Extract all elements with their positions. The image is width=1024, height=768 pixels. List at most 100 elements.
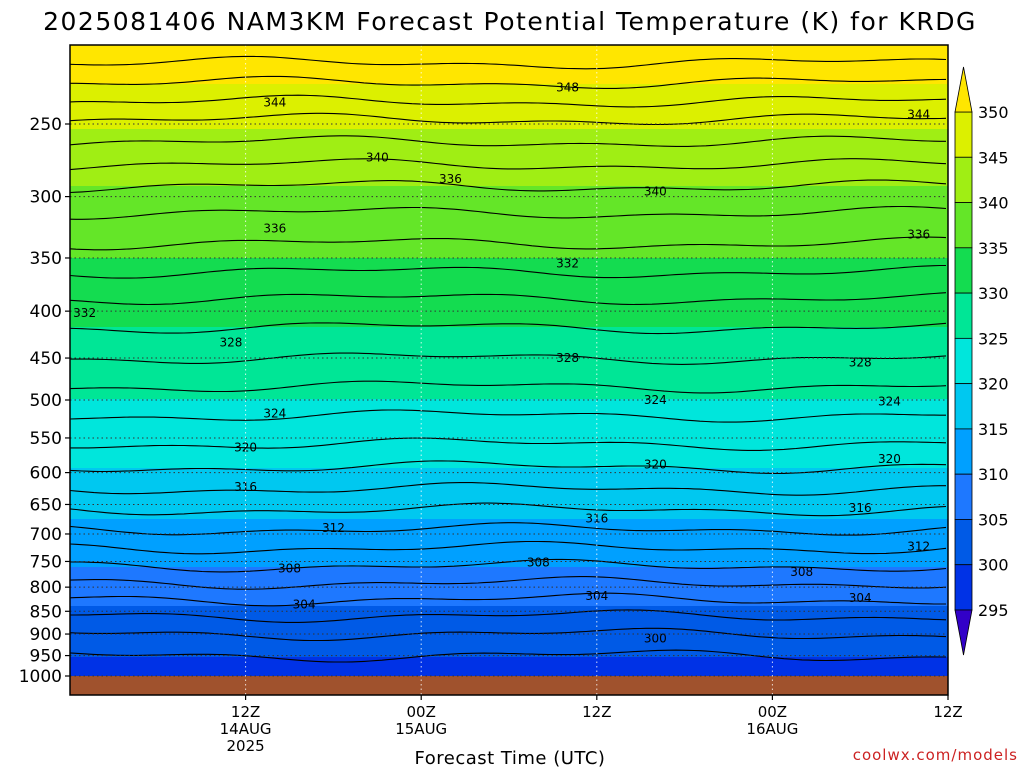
contour-line xyxy=(70,94,947,108)
contour-label: 312 xyxy=(907,539,930,553)
x-tick-label: 14AUG xyxy=(220,720,272,738)
x-tick-label: 12Z xyxy=(231,703,260,721)
contour-line xyxy=(70,205,947,220)
contour-line xyxy=(70,437,947,451)
y-axis: 250 300 350 400 450 500 550 600 650 700 750 800 850 9… xyxy=(19,115,70,687)
colorbar-segment xyxy=(954,428,973,475)
contour-line xyxy=(70,158,947,171)
contour-label: 324 xyxy=(263,406,286,420)
colorbar: 350 345 340 335 330 325 320 315 310 305 300 295 xyxy=(954,66,1009,656)
y-tick-label: 350 xyxy=(30,249,62,269)
y-tick-label: 750 xyxy=(30,552,62,572)
y-tick-label: 600 xyxy=(30,464,62,484)
colorbar-segment xyxy=(954,383,973,430)
colorbar-label: 320 xyxy=(978,375,1009,394)
colorbar-segment xyxy=(954,473,973,520)
contour-line xyxy=(70,179,947,194)
contour-line xyxy=(70,135,946,147)
contour-line xyxy=(70,55,947,70)
y-tick-label: 800 xyxy=(30,578,62,598)
y-tick-label: 1000 xyxy=(19,667,62,687)
contour-line xyxy=(70,264,946,279)
colorbar-label: 315 xyxy=(978,420,1009,439)
colorbar-segment xyxy=(954,247,973,294)
y-tick-label: 550 xyxy=(30,429,62,449)
contour-label: 340 xyxy=(366,151,389,165)
contour-line xyxy=(70,322,947,335)
contour-label: 344 xyxy=(263,96,286,110)
ground-strip xyxy=(70,676,948,695)
colorbar-extend-top xyxy=(954,66,973,113)
contour-label: 336 xyxy=(907,228,930,242)
contour-label: 332 xyxy=(556,257,579,271)
contour-label: 304 xyxy=(849,591,872,605)
y-tick-label: 450 xyxy=(30,349,62,369)
contour-label: 320 xyxy=(878,452,901,466)
contour-label: 336 xyxy=(263,221,286,235)
contour-line xyxy=(70,592,946,607)
contour-line xyxy=(70,576,947,590)
contour-label: 320 xyxy=(234,440,257,454)
contour-line xyxy=(70,75,947,89)
y-tick-label: 500 xyxy=(30,391,62,411)
colorbar-segment xyxy=(954,292,973,339)
x-tick-label: 12Z xyxy=(933,703,962,721)
contour-labels: 348 344 344 340 340 336 336 336 332 332 328 328 328 3… xyxy=(73,80,930,645)
colorbar-extend-bottom xyxy=(954,609,973,656)
chart-title: 2025081406 NAM3KM Forecast Potential Tem… xyxy=(43,7,977,36)
x-tick-label: 12Z xyxy=(582,703,611,721)
contour-label: 316 xyxy=(849,501,872,515)
colorbar-segment xyxy=(954,111,973,158)
x-tick-label: 15AUG xyxy=(395,720,447,738)
colorbar-segment xyxy=(954,202,973,249)
y-tick-label: 950 xyxy=(30,647,62,667)
colorbar-segment xyxy=(954,156,973,203)
colorbar-label: 325 xyxy=(978,329,1009,348)
contour-line xyxy=(70,112,947,126)
contour-line xyxy=(70,627,947,642)
x-tick-label: 2025 xyxy=(227,737,265,755)
x-tick-label: 00Z xyxy=(407,703,436,721)
contour-label: 304 xyxy=(293,598,316,612)
colorbar-label: 335 xyxy=(978,239,1009,258)
contour-label: 328 xyxy=(849,355,872,369)
x-axis-label: Forecast Time (UTC) xyxy=(415,748,606,768)
x-tick-label: 16AUG xyxy=(746,720,798,738)
contour-label: 332 xyxy=(73,306,96,320)
colorbar-segment xyxy=(954,564,973,611)
colorbar-label: 295 xyxy=(978,601,1009,620)
contour-line xyxy=(70,502,947,517)
contour-label: 304 xyxy=(585,589,608,603)
y-tick-label: 250 xyxy=(30,115,62,135)
colorbar-label: 300 xyxy=(978,556,1009,575)
contour-label: 324 xyxy=(878,395,901,409)
contour-lines xyxy=(70,55,947,663)
contour-line xyxy=(70,482,946,496)
contour-line xyxy=(70,380,947,394)
contour-label: 308 xyxy=(278,561,301,575)
contour-line xyxy=(70,540,947,555)
y-tick-label: 850 xyxy=(30,602,62,622)
contour-label: 308 xyxy=(790,565,813,579)
colorbar-label: 310 xyxy=(978,465,1009,484)
colorbar-segment xyxy=(954,337,973,385)
colorbar-label: 350 xyxy=(978,103,1009,122)
colorbar-segment xyxy=(954,519,973,566)
x-tick-label: 00Z xyxy=(758,703,787,721)
y-tick-label: 700 xyxy=(30,525,62,545)
y-tick-label: 900 xyxy=(30,625,62,645)
credit-text: coolwx.com/models xyxy=(853,746,1018,764)
contour-line xyxy=(70,292,947,306)
contour-line xyxy=(70,409,946,423)
contour-label: 340 xyxy=(644,184,667,198)
y-tick-label: 300 xyxy=(30,188,62,208)
contour-line xyxy=(70,236,947,251)
colorbar-label: 305 xyxy=(978,510,1009,529)
y-tick-label: 650 xyxy=(30,495,62,515)
contour-label: 328 xyxy=(220,336,243,350)
contour-label: 312 xyxy=(322,521,345,535)
contour-label: 328 xyxy=(556,351,579,365)
colorbar-label: 330 xyxy=(978,284,1009,303)
